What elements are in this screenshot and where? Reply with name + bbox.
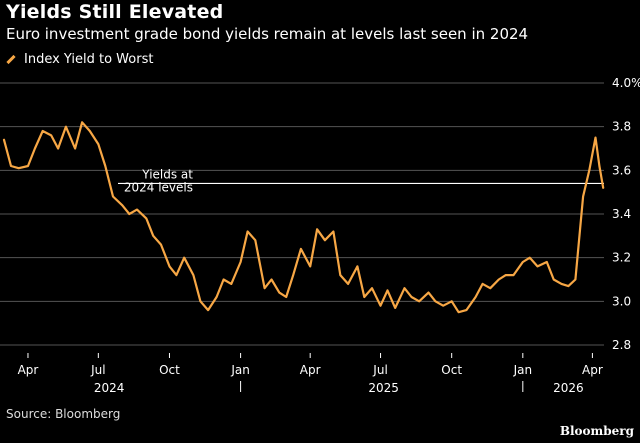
y-tick-label: 3.8 [612,120,631,134]
chart-title: Yields Still Elevated [6,1,224,23]
x-tick-label: Oct [441,363,462,377]
x-tick-label: Oct [159,363,180,377]
x-tick-label: Jan [513,363,533,377]
brand-logo: Bloomberg [559,424,634,438]
x-tick-label: Jul [372,363,387,377]
legend-label: Index Yield to Worst [24,52,154,67]
series-line-index-yield [2,121,605,314]
y-tick-label: 3.0 [612,294,631,308]
x-tick-label: Apr [18,363,39,377]
x-tick-label: Jan [230,363,250,377]
year-label: 2026 [553,381,584,395]
source-note: Source: Bloomberg [6,407,121,421]
y-tick-label: 3.4 [612,207,631,221]
y-tick-label: 3.6 [612,163,631,177]
year-label: 2024 [94,381,125,395]
year-label: 2025 [368,381,399,395]
x-tick-label: Apr [582,363,603,377]
reference-label: Yields at [141,167,193,181]
y-tick-label: 2.8 [612,338,631,352]
legend: Index Yield to Worst [6,52,153,67]
x-tick-label: Apr [300,363,321,377]
y-tick-label: 4.0% [612,76,640,90]
y-tick-label: 3.2 [612,251,631,265]
chart-subtitle: Euro investment grade bond yields remain… [6,25,529,43]
reference-label: 2024 levels [124,180,193,194]
x-tick-label: Jul [90,363,105,377]
